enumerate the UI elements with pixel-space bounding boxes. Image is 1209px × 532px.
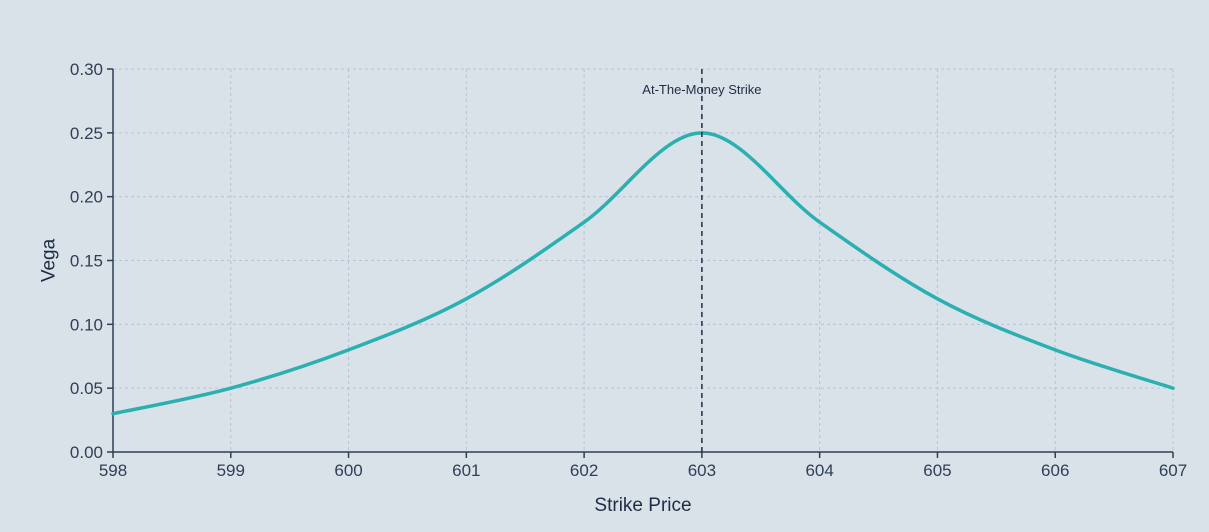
y-tick-label: 0.00: [70, 443, 103, 462]
series-layer: [111, 131, 1175, 416]
x-tick-label: 604: [805, 461, 833, 480]
vega-series-line: [111, 131, 1175, 416]
x-tick-label: 603: [688, 461, 716, 480]
y-tick-label: 0.25: [70, 124, 103, 143]
x-tick-label: 602: [570, 461, 598, 480]
y-tick-label: 0.15: [70, 252, 103, 271]
y-tick-label: 0.30: [70, 60, 103, 79]
y-tick-label: 0.10: [70, 315, 103, 334]
x-tick-label: 606: [1041, 461, 1069, 480]
x-tick-label: 607: [1159, 461, 1187, 480]
x-tick-label: 598: [99, 461, 127, 480]
x-tick-label: 601: [452, 461, 480, 480]
x-tick-label: 600: [334, 461, 362, 480]
grid-layer: [113, 68, 1174, 452]
axes-layer: 598 599 600 601 602 603 604 605 606 607 0.00 0.05 0.…: [70, 60, 1187, 480]
y-tick-label: 0.20: [70, 188, 103, 207]
x-tick-label: 599: [217, 461, 245, 480]
x-axis-title: Strike Price: [594, 495, 691, 516]
y-axis-title: Vega: [39, 238, 60, 282]
y-tick-label: 0.05: [70, 379, 103, 398]
x-tick-label: 605: [923, 461, 951, 480]
annotation-layer: At-The-Money Strike: [642, 69, 761, 452]
atm-strike-label: At-The-Money Strike: [642, 82, 761, 97]
